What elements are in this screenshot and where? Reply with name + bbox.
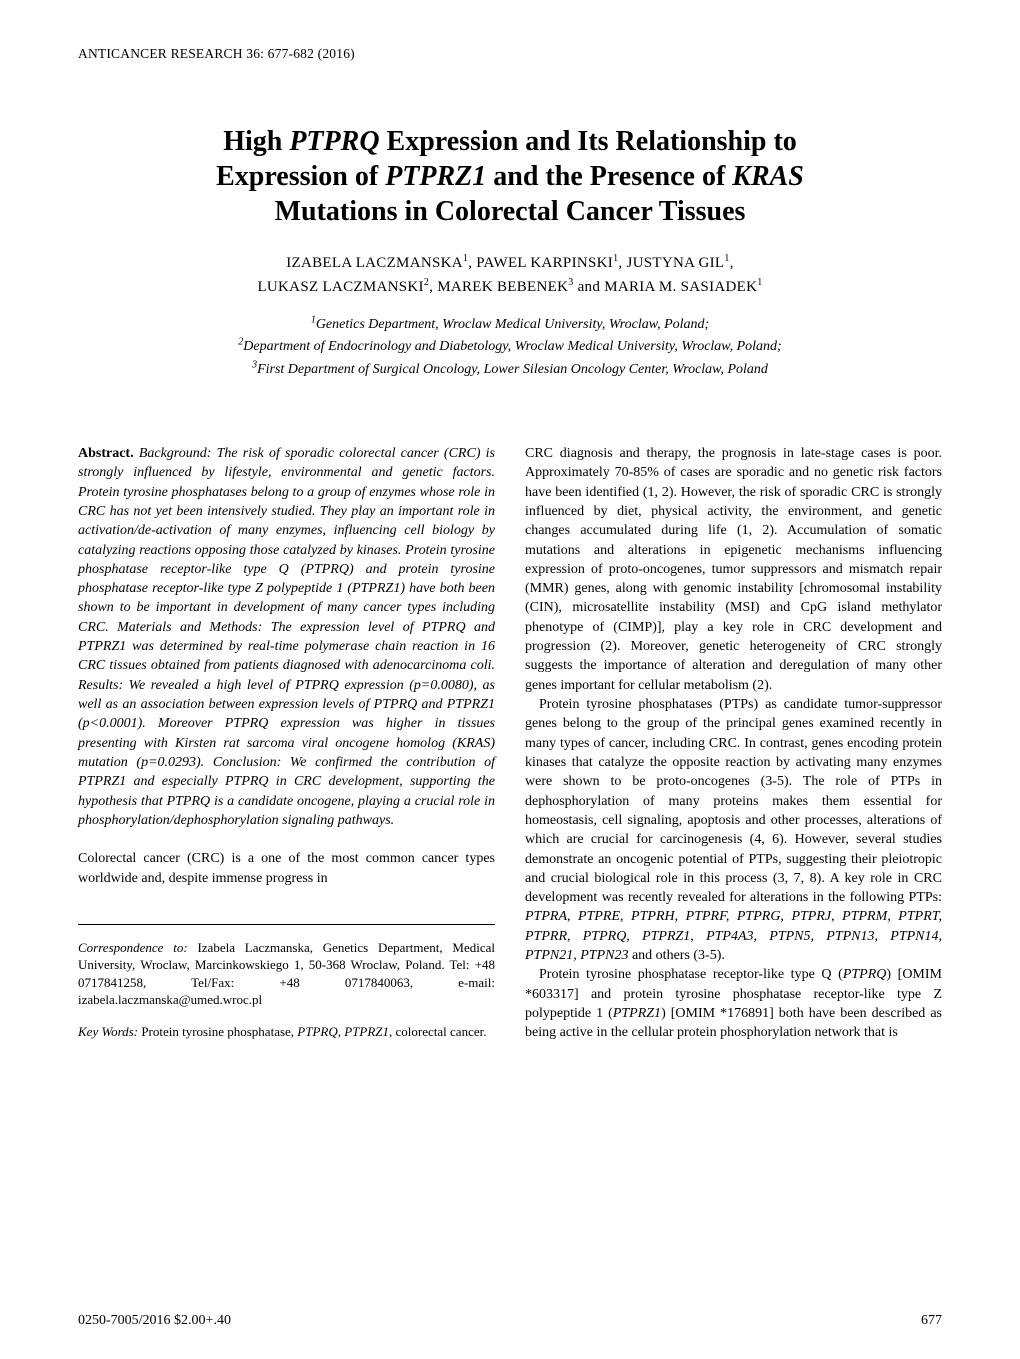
title-line: Expression of PTPRZ1 and the Presence of… — [216, 161, 804, 192]
keywords: Key Words: Protein tyrosine phosphatase,… — [78, 1023, 495, 1041]
gene-symbol: PTPRQ — [843, 967, 887, 982]
gene-list: PTPRA, PTPRE, PTPRH, PTPRF, PTPRG, PTPRJ… — [525, 909, 942, 963]
body-paragraph: Protein tyrosine phosphatases (PTPs) as … — [525, 695, 942, 965]
article-title: High PTPRQ Expression and Its Relationsh… — [78, 124, 942, 229]
keywords-post: , colorectal cancer. — [389, 1024, 486, 1039]
correspondence-label: Correspondence to: — [78, 940, 188, 955]
body-paragraph: CRC diagnosis and therapy, the prognosis… — [525, 444, 942, 695]
running-head: ANTICANCER RESEARCH 36: 677-682 (2016) — [78, 46, 942, 62]
gene-symbol: PTPRZ1 — [613, 1006, 661, 1021]
p2-pre: Protein tyrosine phosphatases (PTPs) as … — [525, 697, 942, 905]
authors-line: IZABELA LACZMANSKA1, PAWEL KARPINSKI1, J… — [286, 255, 734, 271]
page-number: 677 — [921, 1313, 942, 1329]
keywords-pre: Protein tyrosine phosphatase, — [141, 1024, 297, 1039]
affiliation: 2Department of Endocrinology and Diabeto… — [238, 339, 781, 354]
abstract-label: Abstract. — [78, 446, 134, 461]
keywords-genes: PTPRQ, PTPRZ1 — [297, 1024, 389, 1039]
abstract: Abstract. Background: The risk of sporad… — [78, 444, 495, 830]
two-column-body: Abstract. Background: The risk of sporad… — [78, 444, 942, 1043]
affiliation: 1Genetics Department, Wroclaw Medical Un… — [311, 317, 709, 332]
affiliation: 3First Department of Surgical Oncology, … — [252, 362, 768, 377]
body-paragraph: Protein tyrosine phosphatase receptor-li… — [525, 965, 942, 1042]
p3-a: Protein tyrosine phosphatase receptor-li… — [539, 967, 843, 982]
authors-line: LUKASZ LACZMANSKI2, MAREK BEBENEK3 and M… — [257, 279, 762, 295]
left-column: Abstract. Background: The risk of sporad… — [78, 444, 495, 1043]
affiliations: 1Genetics Department, Wroclaw Medical Un… — [78, 312, 942, 380]
correspondence: Correspondence to: Izabela Laczmanska, G… — [78, 939, 495, 1009]
keywords-label: Key Words: — [78, 1024, 138, 1039]
p2-post: and others (3-5). — [628, 948, 724, 963]
intro-paragraph: Colorectal cancer (CRC) is a one of the … — [78, 849, 495, 888]
divider — [78, 924, 495, 925]
abstract-text: Background: The risk of sporadic colorec… — [78, 446, 495, 828]
title-line: High PTPRQ Expression and Its Relationsh… — [223, 126, 797, 157]
right-column: CRC diagnosis and therapy, the prognosis… — [525, 444, 942, 1043]
authors: IZABELA LACZMANSKA1, PAWEL KARPINSKI1, J… — [78, 251, 942, 298]
page-footer: 0250-7005/2016 $2.00+.40 677 — [78, 1313, 942, 1329]
title-line: Mutations in Colorectal Cancer Tissues — [275, 196, 746, 227]
footer-left: 0250-7005/2016 $2.00+.40 — [78, 1313, 231, 1329]
